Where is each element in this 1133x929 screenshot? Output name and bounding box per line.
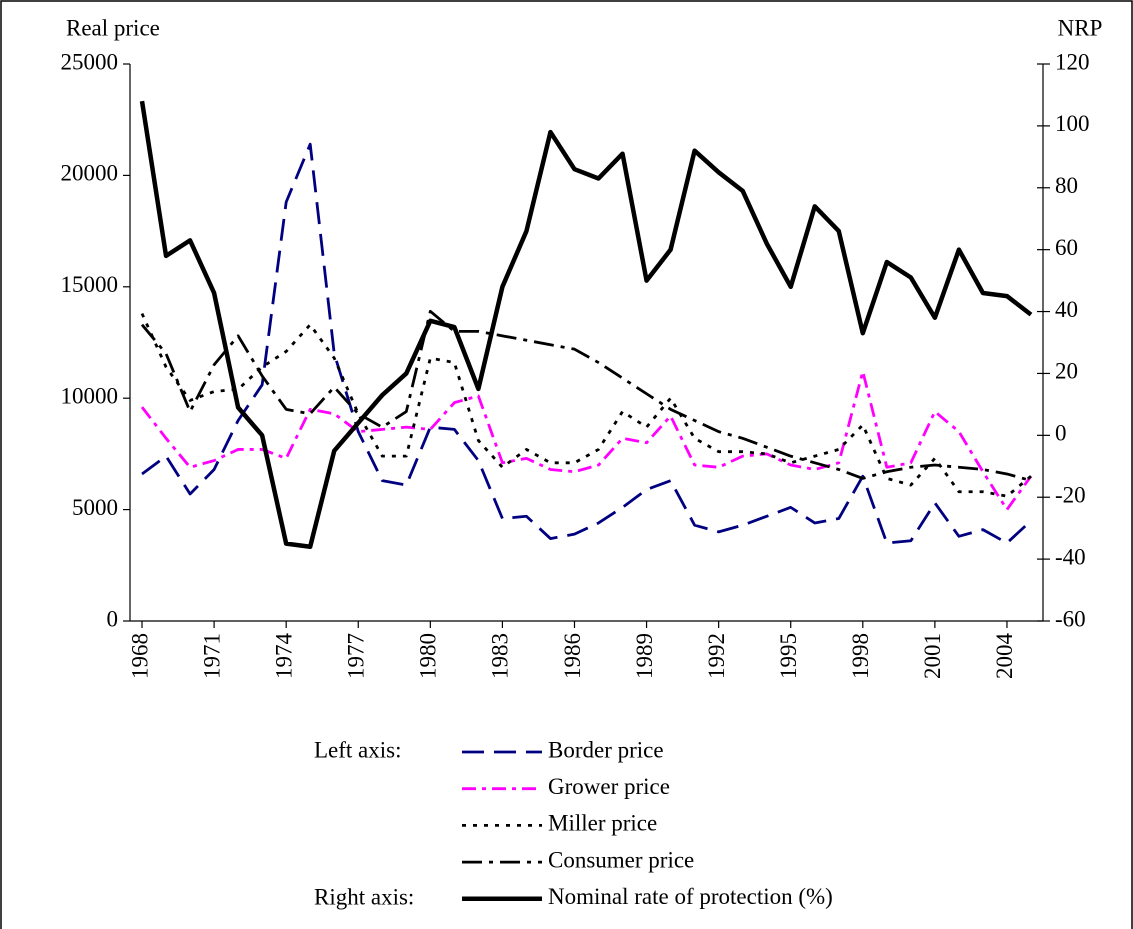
y2-tick-label: -40 [1055, 544, 1086, 569]
x-tick-label: 1986 [560, 633, 585, 679]
legend-label: Grower price [548, 774, 670, 799]
x-tick-label: 1971 [199, 633, 224, 679]
series-line [141, 142, 1032, 545]
legend-label: Miller price [548, 811, 657, 836]
legend-group-label: Left axis: [314, 737, 402, 762]
x-tick-label: 1998 [848, 633, 873, 679]
y2-tick-label: 0 [1055, 421, 1067, 446]
y2-tick-label: 120 [1055, 49, 1090, 74]
y-tick-label: 25000 [61, 49, 119, 74]
y2-tick-label: 20 [1055, 359, 1078, 384]
series-line [140, 370, 1033, 511]
y-tick-label: 20000 [61, 161, 119, 186]
legend-label: Consumer price [548, 847, 694, 872]
y2-tick-label: -20 [1055, 483, 1086, 508]
y-tick-label: 0 [107, 606, 119, 631]
y-tick-label: 15000 [61, 272, 119, 297]
x-tick-label: 1989 [632, 633, 657, 679]
y2-tick-label: 100 [1055, 111, 1090, 136]
legend-group-label: Right axis: [314, 884, 414, 909]
x-tick-label: 2001 [920, 633, 945, 679]
series-line [139, 100, 1033, 549]
x-tick-label: 1992 [704, 633, 729, 679]
legend-label: Border price [548, 737, 664, 762]
y2-tick-label: -60 [1055, 606, 1086, 631]
y2-tick-label: 40 [1055, 297, 1078, 322]
y2-tick-label: 60 [1055, 235, 1078, 260]
x-tick-label: 1980 [416, 633, 441, 679]
x-tick-label: 1983 [488, 633, 513, 679]
y-axis-title: Real price [66, 15, 160, 40]
series-line [140, 309, 1032, 482]
x-tick-label: 1977 [344, 633, 369, 679]
y2-axis-title: NRP [1058, 15, 1103, 40]
legend-label: Nominal rate of protection (%) [548, 884, 833, 909]
x-tick-label: 1968 [127, 633, 152, 679]
x-tick-label: 1974 [271, 633, 296, 680]
y-tick-label: 10000 [61, 383, 119, 408]
y-tick-label: 5000 [72, 495, 118, 520]
x-tick-label: 1995 [776, 633, 801, 679]
x-tick-label: 2004 [992, 632, 1017, 679]
y2-tick-label: 80 [1055, 173, 1078, 198]
series-line [140, 312, 1032, 498]
